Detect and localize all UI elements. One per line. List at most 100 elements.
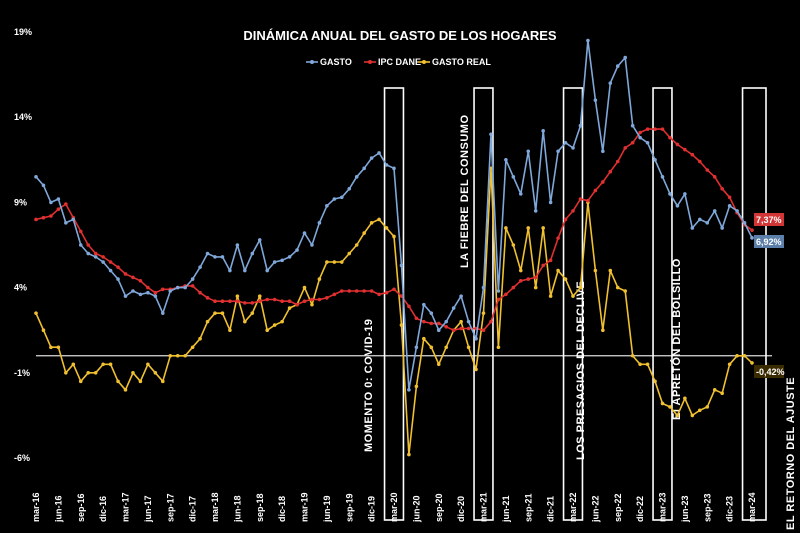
data-point	[317, 277, 322, 281]
data-point	[310, 302, 314, 307]
data-point	[56, 345, 61, 350]
data-point	[697, 159, 702, 164]
data-point	[347, 186, 352, 191]
data-point	[556, 236, 560, 240]
data-point	[332, 292, 337, 297]
data-point	[496, 297, 501, 302]
data-point	[697, 408, 702, 413]
annotation-label: EL RETORNO DEL AJUSTE	[785, 377, 797, 530]
data-point	[593, 188, 598, 193]
data-point	[257, 238, 262, 242]
data-point	[630, 140, 635, 145]
x-tick-label: dic-16	[98, 496, 108, 522]
data-point	[556, 268, 560, 273]
data-point	[123, 388, 128, 392]
data-point	[429, 311, 434, 315]
end-label-box	[754, 235, 784, 248]
x-tick-label: dic-19	[367, 496, 377, 522]
data-point	[332, 260, 337, 264]
data-point	[101, 362, 105, 367]
data-point	[205, 319, 210, 324]
data-point	[429, 321, 434, 326]
x-axis: mar-16 jun-16 sep-16 dic-16 mar-17 jun-17 sep-…	[31, 492, 757, 523]
data-point	[735, 209, 739, 213]
data-point	[116, 265, 120, 269]
data-point	[683, 396, 687, 401]
annotation-label: LOS PRESAGIOS DEL DECLIVE	[575, 281, 587, 460]
data-point	[727, 204, 732, 208]
data-point	[93, 255, 98, 259]
data-point	[64, 202, 68, 206]
data-point	[131, 275, 135, 280]
data-point	[392, 287, 396, 292]
data-point	[168, 289, 173, 293]
data-point	[459, 319, 463, 324]
data-point	[369, 221, 374, 225]
data-point	[287, 255, 292, 259]
data-point	[384, 290, 389, 295]
x-tick-label: mar-23	[658, 492, 668, 522]
data-point	[64, 371, 68, 375]
data-point	[302, 231, 307, 235]
data-point	[377, 292, 381, 297]
data-point	[712, 175, 717, 179]
data-point	[466, 345, 471, 350]
data-point	[138, 379, 143, 384]
chart-title: DINÁMICA ANUAL DEL GASTO DE LOS HOGARES	[243, 28, 557, 43]
data-point	[660, 401, 665, 406]
data-point	[190, 277, 195, 281]
data-point	[735, 353, 739, 358]
data-point	[645, 127, 650, 131]
data-point	[526, 226, 531, 230]
data-point	[243, 319, 247, 324]
data-point	[727, 195, 732, 200]
data-point	[220, 299, 225, 304]
data-point	[526, 277, 531, 281]
data-point	[86, 243, 91, 247]
data-point	[660, 127, 665, 131]
data-point	[153, 294, 158, 298]
data-point	[280, 319, 284, 324]
x-tick-label: jun-18	[232, 495, 242, 523]
data-point	[518, 192, 523, 196]
data-point	[377, 151, 381, 155]
series-line	[35, 167, 753, 456]
data-point	[93, 251, 98, 256]
data-point	[78, 379, 83, 384]
data-point	[41, 215, 46, 220]
data-point	[399, 294, 404, 298]
data-point	[272, 323, 277, 327]
data-point	[720, 391, 724, 396]
data-point	[116, 277, 120, 281]
data-point	[601, 180, 605, 184]
data-point	[41, 328, 46, 333]
data-point	[213, 299, 217, 304]
data-point	[541, 129, 545, 133]
data-point	[668, 192, 672, 196]
data-point	[511, 243, 516, 247]
data-point	[683, 147, 687, 152]
data-point	[116, 379, 120, 384]
legend-marker	[310, 60, 314, 64]
data-point	[272, 260, 277, 264]
data-point	[548, 200, 553, 205]
data-point	[347, 289, 352, 293]
x-tick-label: dic-23	[725, 496, 735, 522]
data-point	[354, 243, 359, 247]
data-point	[615, 64, 620, 68]
data-point	[675, 413, 680, 418]
data-point	[660, 175, 665, 179]
data-point	[302, 285, 307, 290]
data-point	[563, 217, 568, 222]
data-point	[354, 289, 359, 293]
data-point	[533, 275, 538, 280]
data-point	[533, 285, 538, 290]
data-point	[339, 195, 344, 200]
data-point	[34, 217, 38, 222]
data-point	[153, 371, 158, 375]
x-tick-label: dic-18	[277, 496, 287, 522]
data-point	[108, 260, 113, 264]
data-point	[608, 81, 613, 85]
data-point	[228, 299, 232, 304]
